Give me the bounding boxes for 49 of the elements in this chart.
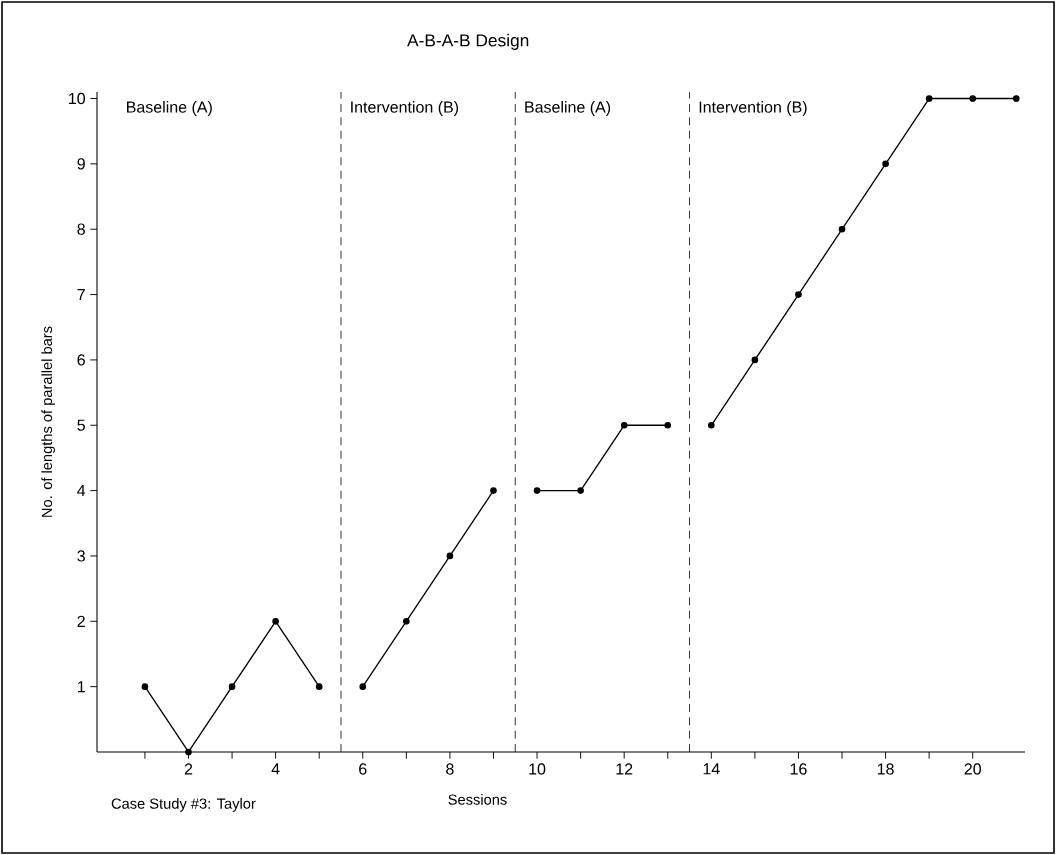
point: [141, 683, 149, 690]
y-tick-label: 9: [77, 158, 85, 170]
x-tick-label: 18: [877, 763, 894, 775]
chart-title: A-B-A-B Design: [407, 33, 529, 50]
point: [882, 160, 889, 168]
y-tick-label: 7: [77, 289, 85, 301]
point: [272, 617, 279, 625]
y-axis-title: No. of lengths of parallel bars: [41, 326, 55, 517]
point: [228, 683, 236, 690]
x-tick-label: 8: [446, 763, 454, 775]
point: [620, 421, 628, 429]
point: [490, 487, 497, 494]
x-tick-label: 4: [271, 763, 280, 775]
point: [185, 748, 192, 756]
point: [707, 421, 715, 429]
point: [315, 683, 323, 690]
annotation: Baseline (A): [127, 101, 212, 116]
x-tick-label: 14: [703, 763, 720, 775]
point: [664, 421, 672, 429]
x-axis-title: Sessions: [448, 794, 507, 805]
point: [1012, 95, 1020, 102]
y-tick-label: 8: [77, 223, 85, 235]
annotation: Baseline (A): [525, 101, 611, 116]
point: [838, 225, 846, 233]
point: [577, 487, 584, 494]
y-tick-label: 1: [77, 681, 85, 693]
point: [533, 487, 541, 494]
y-tick-label: 6: [77, 354, 85, 366]
annotation: Intervention (B): [351, 101, 459, 116]
point: [969, 95, 977, 102]
text: Case Study #3: Taylor: [111, 798, 256, 812]
annotation: Intervention (B): [699, 101, 807, 116]
y-tick-label: 5: [77, 419, 85, 431]
y-tick-label: 10: [69, 92, 86, 105]
point: [795, 291, 802, 298]
y-tick-label: 3: [77, 550, 85, 562]
y-tick-label: 4: [77, 485, 86, 497]
point: [359, 683, 367, 690]
point: [925, 95, 933, 102]
x-tick-label: 16: [790, 763, 807, 775]
point: [751, 356, 759, 364]
point: [403, 617, 410, 625]
x-tick-label: 2: [184, 763, 193, 775]
x-tick-label: 10: [529, 763, 546, 775]
x-tick-label: 12: [616, 763, 633, 775]
point: [446, 552, 454, 560]
y-tick-label: 2: [77, 615, 85, 627]
x-tick-label: 20: [964, 763, 981, 775]
x-tick-label: 6: [359, 763, 367, 775]
